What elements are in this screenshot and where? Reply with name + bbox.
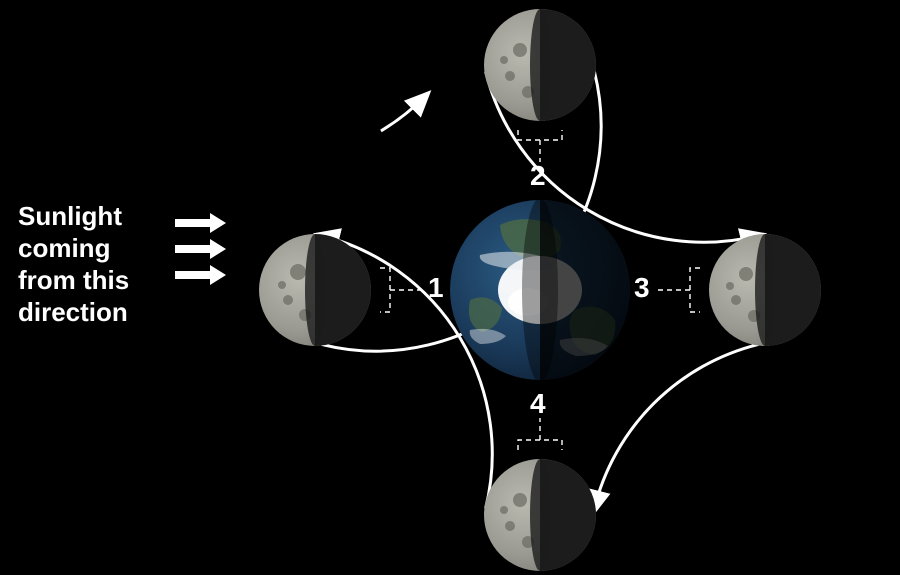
- position-label-2: 2: [530, 160, 546, 192]
- position-label-4: 4: [530, 388, 546, 420]
- moon-position-3: [709, 232, 825, 348]
- moon-position-2: [484, 7, 600, 123]
- moon-phase-diagram: [0, 0, 900, 575]
- moon-position-4: [484, 457, 600, 573]
- position-label-3: 3: [634, 272, 650, 304]
- earth: [450, 198, 634, 384]
- position-label-1: 1: [428, 272, 444, 304]
